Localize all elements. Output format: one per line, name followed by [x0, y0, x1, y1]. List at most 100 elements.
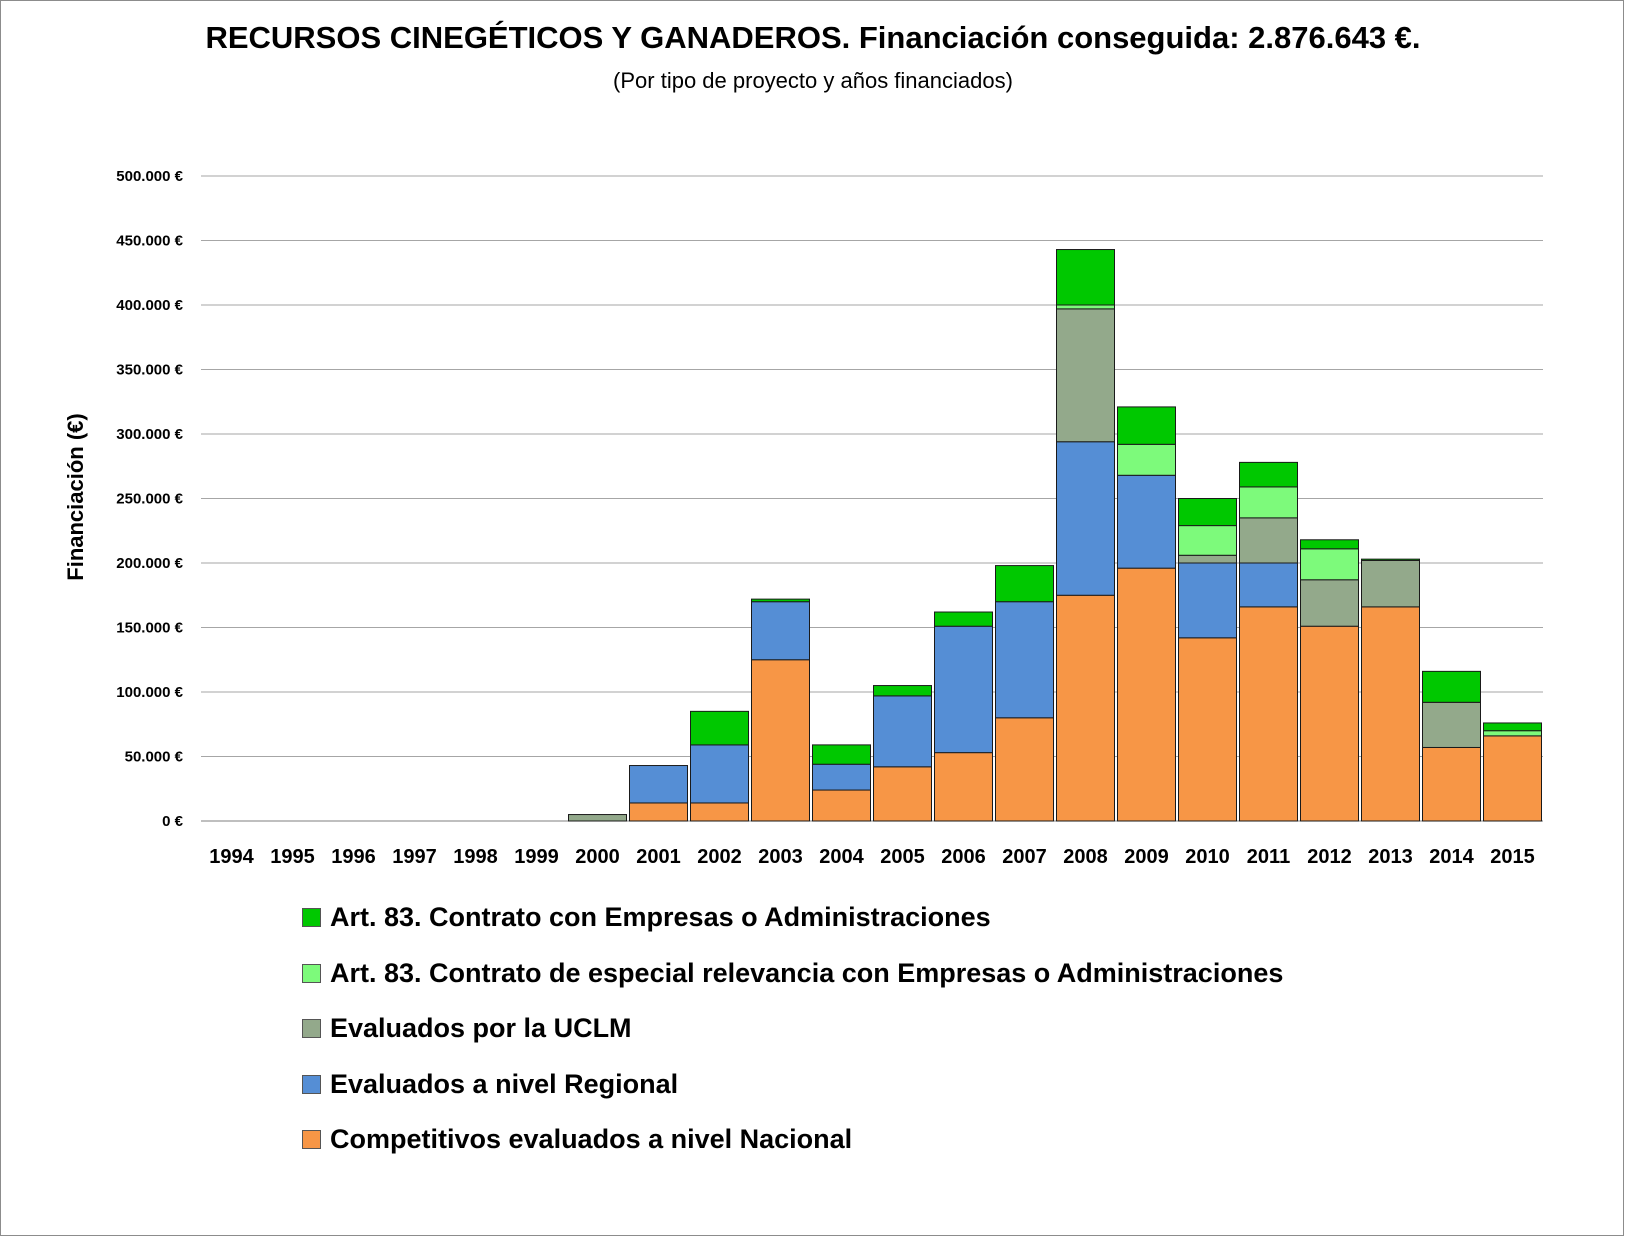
bar-segment	[751, 601, 810, 661]
y-tick-label: 250.000 €	[116, 491, 183, 508]
bar-segment	[1178, 498, 1237, 527]
bar-segment	[1300, 548, 1359, 581]
x-tick-label: 2008	[1063, 846, 1108, 868]
bar-segment	[1239, 517, 1298, 564]
bar-segment	[751, 659, 810, 822]
bar-segment	[1117, 406, 1176, 445]
bar-segment	[1239, 486, 1298, 519]
x-tick-label: 1999	[514, 846, 559, 868]
legend-item: Art. 83. Contrato de especial relevancia…	[302, 946, 1283, 1002]
bar-segment	[873, 685, 932, 697]
bar-segment	[568, 814, 627, 822]
x-tick-label: 2007	[1002, 846, 1047, 868]
bar-segment	[1361, 559, 1420, 608]
legend-swatch	[302, 1130, 321, 1150]
bar-segment	[1056, 304, 1115, 310]
y-tick-label: 500.000 €	[116, 168, 183, 185]
y-axis-ticks: 0 € 50.000 € 100.000 € 150.000 € 200.000 € 25…	[116, 168, 183, 830]
bar-segment	[1300, 579, 1359, 627]
x-tick-label: 1995	[270, 846, 315, 868]
x-tick-label: 2005	[880, 846, 925, 868]
x-axis-ticks: 1994 1995 1996 1997 1998 1999 2000 2001 2002 2003…	[209, 846, 1535, 868]
y-tick-label: 100.000 €	[116, 684, 183, 701]
bar-segment	[812, 789, 871, 822]
x-tick-label: 2003	[758, 846, 803, 868]
y-tick-label: 50.000 €	[125, 749, 184, 766]
x-tick-label: 1994	[209, 846, 254, 868]
bar-segment	[1422, 670, 1481, 703]
y-tick-label: 450.000 €	[116, 233, 183, 250]
bar-segment	[1239, 606, 1298, 822]
bar-segment	[812, 744, 871, 765]
y-tick-label: 300.000 €	[116, 426, 183, 443]
legend-swatch	[302, 1074, 321, 1094]
bar-segment	[629, 802, 688, 822]
bar-segment	[1300, 539, 1359, 550]
bar-segment	[1422, 746, 1481, 822]
bar-segment	[934, 752, 993, 822]
legend-item: Evaluados a nivel Regional	[302, 1057, 1283, 1113]
bar-segment	[1422, 701, 1481, 748]
legend: Art. 83. Contrato con Empresas o Adminis…	[302, 890, 1283, 1168]
legend-item: Art. 83. Contrato con Empresas o Adminis…	[302, 890, 1283, 946]
x-tick-label: 2002	[697, 846, 742, 868]
bar-segment	[1056, 308, 1115, 443]
x-tick-label: 2011	[1247, 846, 1290, 868]
y-tick-label: 400.000 €	[116, 297, 183, 314]
bar-segment	[1117, 567, 1176, 822]
bar-segment	[1178, 562, 1237, 639]
y-axis-label: Financiación (€)	[63, 413, 88, 580]
bar-segment	[1361, 606, 1420, 822]
bar-segment	[1483, 722, 1542, 732]
bar-segment	[934, 625, 993, 754]
legend-label: Evaluados por la UCLM	[330, 1013, 632, 1044]
legend-label: Art. 83. Contrato de especial relevancia…	[330, 957, 1284, 988]
legend-label: Art. 83. Contrato con Empresas o Adminis…	[330, 902, 991, 933]
bar-segment	[934, 611, 993, 627]
bar-segment	[995, 717, 1054, 822]
bar-segment	[1117, 443, 1176, 476]
x-tick-label: 2004	[819, 846, 864, 868]
bar-segment	[1056, 594, 1115, 822]
bar-segment	[690, 710, 749, 746]
legend-swatch	[302, 963, 321, 983]
bars	[568, 249, 1542, 822]
bar-segment	[1361, 558, 1420, 561]
chart-subtitle: (Por tipo de proyecto y años financiados…	[613, 68, 1013, 93]
bar-segment	[812, 763, 871, 791]
x-tick-label: 2000	[575, 846, 620, 868]
bar-segment	[690, 744, 749, 804]
bar-segment	[1483, 735, 1542, 822]
legend-label: Evaluados a nivel Regional	[330, 1068, 679, 1099]
y-tick-label: 200.000 €	[116, 555, 183, 572]
bar-segment	[1117, 474, 1176, 569]
x-tick-label: 2001	[636, 846, 681, 868]
x-tick-label: 2006	[941, 846, 986, 868]
y-tick-label: 0 €	[162, 813, 184, 830]
bar-segment	[1056, 441, 1115, 596]
bar-segment	[995, 601, 1054, 719]
bar-segment	[1178, 637, 1237, 822]
bar-segment	[1483, 730, 1542, 737]
bar-segment	[1239, 461, 1298, 488]
legend-label: Competitivos evaluados a nivel Nacional	[330, 1124, 853, 1155]
x-tick-label: 2009	[1124, 846, 1169, 868]
y-tick-label: 350.000 €	[116, 362, 183, 379]
bar-segment	[995, 565, 1054, 603]
x-tick-label: 2012	[1307, 846, 1352, 868]
bar-segment	[629, 765, 688, 804]
chart-title: RECURSOS CINEGÉTICOS Y GANADEROS. Financ…	[205, 20, 1421, 55]
bar-segment	[1178, 554, 1237, 564]
x-tick-label: 2010	[1185, 846, 1230, 868]
x-tick-label: 2014	[1429, 846, 1474, 868]
x-tick-label: 1997	[392, 846, 437, 868]
legend-swatch	[302, 1019, 321, 1039]
y-tick-label: 150.000 €	[116, 620, 183, 637]
plot-area: 0 € 50.000 € 100.000 € 150.000 € 200.000 € 25…	[63, 168, 1543, 868]
x-tick-label: 1996	[331, 846, 376, 868]
bar-segment	[873, 766, 932, 822]
legend-item: Evaluados por la UCLM	[302, 1001, 1283, 1057]
bar-segment	[1239, 562, 1298, 608]
x-tick-label: 2013	[1368, 846, 1413, 868]
